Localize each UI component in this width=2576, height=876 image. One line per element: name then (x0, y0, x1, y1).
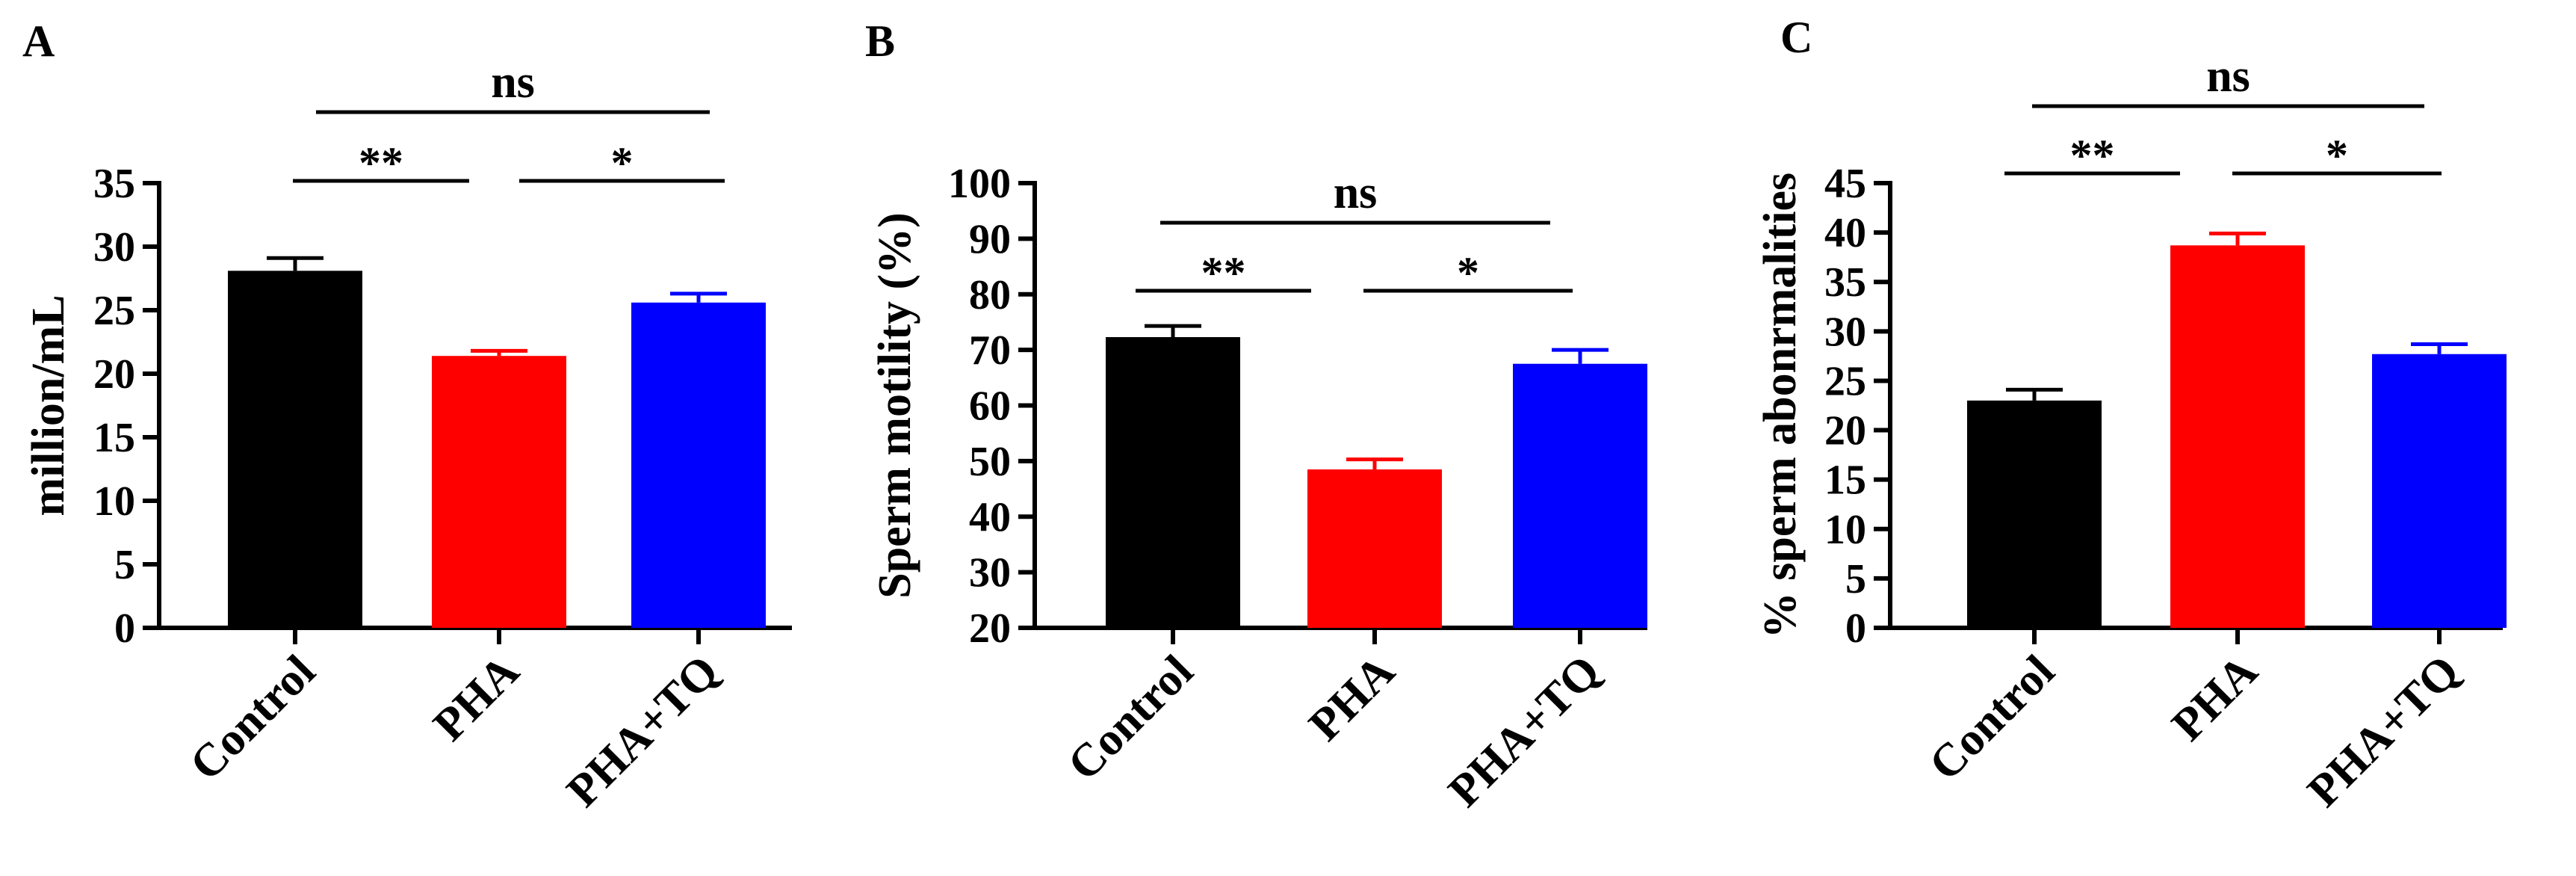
bar (1307, 469, 1442, 628)
y-tick-label: 25 (93, 288, 135, 334)
x-category-label: PHA+TQ (2298, 646, 2469, 817)
y-tick-label: 20 (969, 605, 1011, 652)
y-tick-label: 90 (969, 216, 1011, 262)
y-tick-label: 50 (969, 439, 1011, 485)
panel-a: A 0 5 10 15 20 25 30 35 million/mL Control PHA PHA+T… (22, 16, 792, 817)
x-category-label: PHA (424, 646, 529, 751)
y-tick-label: 20 (1824, 408, 1866, 454)
x-category-label: Control (180, 646, 324, 790)
significance-label: * (1457, 248, 1479, 297)
y-axis-label: million/mL (23, 294, 74, 516)
significance-label: ns (491, 57, 535, 108)
y-tick-label: 10 (93, 478, 135, 525)
panel-letter: A (22, 16, 55, 66)
y-tick-label: 35 (93, 161, 135, 207)
y-tick-label: 60 (969, 383, 1011, 430)
y-tick-label: 5 (114, 542, 135, 588)
significance-label: ** (359, 138, 403, 188)
y-tick-label: 15 (93, 415, 135, 461)
bar (228, 271, 362, 628)
y-tick-label: 40 (1824, 210, 1866, 256)
x-category-label: PHA (1299, 646, 1405, 751)
significance-label: * (611, 138, 634, 188)
x-category-label: PHA (2162, 646, 2267, 751)
panel-b: B 20 30 40 50 60 70 80 90 100 Sperm motility (%) Co… (865, 16, 1647, 817)
x-category-label: PHA+TQ (557, 646, 728, 817)
bar (1967, 400, 2102, 628)
y-axis-label: % sperm abonrmalities (1755, 173, 1806, 638)
significance-label: ** (1201, 248, 1246, 297)
bar (631, 302, 766, 628)
significance-label: ns (2206, 51, 2250, 102)
y-tick-label: 25 (1824, 358, 1866, 404)
y-tick-label: 30 (93, 224, 135, 271)
panel-letter: C (1780, 13, 1812, 62)
bar (1106, 337, 1240, 628)
y-tick-label: 5 (1845, 556, 1866, 602)
y-tick-label: 15 (1824, 457, 1866, 504)
y-tick-label: 45 (1824, 161, 1866, 207)
panel-letter: B (865, 16, 895, 66)
y-tick-label: 100 (948, 161, 1011, 207)
y-tick-label: 30 (1824, 309, 1866, 355)
y-tick-label: 30 (969, 550, 1011, 596)
y-tick-label: 10 (1824, 507, 1866, 553)
significance-label: ** (2070, 131, 2115, 180)
y-tick-label: 35 (1824, 259, 1866, 306)
x-category-label: PHA+TQ (1439, 646, 1610, 817)
x-category-label: Control (1058, 646, 1202, 790)
bar (1513, 363, 1647, 628)
significance-label: ns (1334, 167, 1378, 218)
y-tick-label: 0 (114, 605, 135, 652)
significance-label: * (2326, 131, 2348, 180)
y-tick-label: 70 (969, 327, 1011, 374)
y-tick-label: 80 (969, 272, 1011, 318)
bar (2170, 245, 2305, 628)
y-tick-label: 40 (969, 494, 1011, 540)
y-tick-label: 0 (1845, 605, 1866, 652)
y-tick-label: 20 (93, 351, 135, 398)
x-category-label: Control (1919, 646, 2063, 790)
y-axis-label: Sperm motility (%) (870, 212, 920, 599)
bar (2372, 354, 2507, 628)
bar (432, 356, 566, 628)
